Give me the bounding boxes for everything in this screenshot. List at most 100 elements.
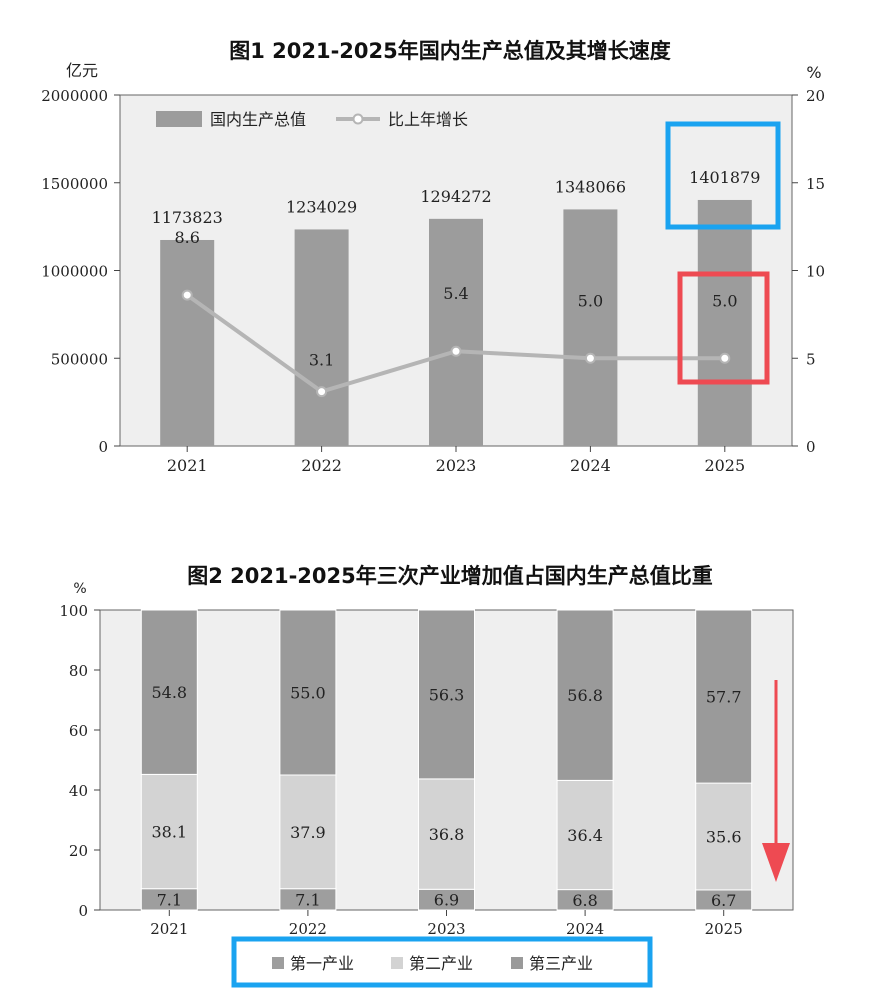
growth-point — [584, 352, 596, 364]
x-tick-label: 2024 — [570, 456, 611, 475]
axis-tick-label: 0 — [78, 902, 88, 920]
gdp-bar — [294, 229, 349, 446]
gdp-value-label: 1234029 — [286, 197, 357, 216]
gdp-value-label: 1348066 — [555, 177, 626, 196]
secondary-industry-segment — [556, 779, 614, 891]
segment-value-label: 6.8 — [572, 891, 597, 910]
growth-point — [316, 386, 328, 398]
growth-value-label: 5.4 — [443, 284, 468, 303]
legend-primary-label: 第一产业 — [290, 954, 354, 973]
secondary-industry-segment — [140, 773, 198, 890]
segment-value-label: 36.4 — [567, 826, 603, 845]
segment-value-label: 56.8 — [567, 686, 603, 705]
gdp-value-label: 1294272 — [420, 187, 491, 206]
legend-gdp-swatch — [156, 111, 202, 127]
gdp-value-label: 1401879 — [689, 168, 760, 187]
chart1-right-axis-ticks: 0 5 10 15 20 — [792, 87, 825, 456]
legend-tertiary-swatch — [511, 957, 523, 969]
legend-growth-marker — [352, 113, 364, 125]
chart1-y2label: % — [806, 63, 821, 82]
axis-tick-label: 80 — [69, 662, 88, 680]
tertiary-industry-segment — [279, 609, 337, 776]
legend-growth-label: 比上年增长 — [388, 110, 468, 129]
chart2-title: 图2 2021-2025年三次产业增加值占国内生产总值比重 — [187, 564, 713, 588]
axis-tick-label: 20 — [69, 842, 88, 860]
axis-tick-label: 40 — [69, 782, 88, 800]
left-axis-tick-label: 0 — [98, 438, 108, 456]
segment-value-label: 6.7 — [711, 891, 736, 910]
x-tick-label: 2022 — [289, 920, 327, 938]
legend-tertiary-label: 第三产业 — [529, 954, 593, 973]
tertiary-industry-segment — [695, 609, 753, 784]
x-tick-label: 2021 — [167, 456, 208, 475]
segment-value-label: 7.1 — [157, 890, 182, 909]
right-axis-tick-label: 20 — [806, 87, 825, 105]
x-tick-label: 2022 — [301, 456, 342, 475]
right-axis-tick-label: 15 — [806, 175, 825, 193]
gdp-bar — [697, 199, 752, 446]
right-axis-tick-label: 0 — [806, 438, 816, 456]
axis-tick-label: 100 — [59, 602, 88, 620]
x-tick-label: 2021 — [150, 920, 188, 938]
secondary-industry-segment — [418, 778, 475, 890]
chart2-legend: 第一产业 第二产业 第三产业 — [231, 936, 653, 988]
chart1-legend: 国内生产总值 比上年增长 — [156, 110, 468, 129]
legend-gdp-label: 国内生产总值 — [210, 110, 306, 129]
secondary-industry-segment — [695, 782, 753, 891]
left-axis-tick-label: 1500000 — [41, 175, 108, 193]
segment-value-label: 37.9 — [290, 823, 326, 842]
tertiary-industry-segment — [556, 609, 614, 781]
chart1-x-labels: 2021 2022 2023 2024 2025 — [167, 446, 745, 475]
left-axis-tick-label: 2000000 — [41, 87, 108, 105]
segment-value-label: 36.8 — [429, 825, 465, 844]
x-tick-label: 2025 — [704, 456, 745, 475]
segment-value-label: 56.3 — [429, 685, 465, 704]
growth-point — [719, 352, 731, 364]
segment-value-label: 57.7 — [706, 688, 742, 707]
highlight-box-blue-gdp-2025 — [665, 121, 781, 230]
chart1-left-axis-ticks: 0 500000 1000000 1500000 2000000 — [41, 87, 120, 456]
chart1-title: 图1 2021-2025年国内生产总值及其增长速度 — [229, 39, 671, 63]
red-down-arrow — [762, 680, 790, 882]
x-tick-label: 2024 — [566, 920, 604, 938]
growth-value-label: 3.1 — [309, 351, 334, 370]
chart2: 图2 2021-2025年三次产业增加值占国内生产总值比重 % 0 20 40 60 8… — [59, 564, 794, 988]
legend-primary-swatch — [272, 957, 284, 969]
growth-point — [181, 289, 193, 301]
highlight-box-red-growth-2025 — [677, 271, 770, 385]
chart2-ylabel: % — [73, 581, 86, 597]
chart1-ylabel: 亿元 — [66, 61, 98, 80]
growth-value-label: 5.0 — [712, 291, 737, 310]
chart1-bars: 1173823 1234029 1294272 1348066 1401879 — [152, 168, 760, 446]
growth-point — [450, 345, 462, 357]
right-axis-tick-label: 5 — [806, 350, 816, 368]
legend-secondary-label: 第二产业 — [409, 954, 473, 973]
segment-value-label: 54.8 — [151, 683, 187, 702]
tertiary-industry-segment — [418, 609, 475, 780]
gdp-bar — [563, 209, 618, 446]
chart1-growth-line: 8.6 3.1 5.4 5.0 5.0 — [174, 228, 738, 398]
segment-value-label: 6.9 — [434, 891, 459, 910]
highlight-box-blue-legend — [231, 936, 653, 988]
axis-tick-label: 60 — [69, 722, 88, 740]
x-tick-label: 2023 — [436, 456, 477, 475]
x-tick-label: 2023 — [427, 920, 465, 938]
growth-value-label: 5.0 — [578, 291, 603, 310]
legend-secondary-swatch — [391, 957, 403, 969]
growth-value-label: 8.6 — [174, 228, 199, 247]
chart1: 图1 2021-2025年国内生产总值及其增长速度 亿元 % 0 500000 10… — [41, 39, 825, 475]
segment-value-label: 38.1 — [151, 823, 187, 842]
segment-value-label: 7.1 — [295, 890, 320, 909]
right-axis-tick-label: 10 — [806, 263, 825, 281]
segment-value-label: 35.6 — [706, 828, 742, 847]
gdp-value-label: 1173823 — [152, 208, 223, 227]
gdp-bar — [160, 239, 215, 446]
segment-value-label: 55.0 — [290, 684, 326, 703]
chart2-x-labels: 2021 2022 2023 2024 2025 — [150, 910, 743, 938]
left-axis-tick-label: 500000 — [51, 350, 108, 368]
chart2-stacked-bars: 7.1 38.1 54.8 7.1 37.9 55.0 6.9 36.8 56.3 6.8 36.4… — [140, 609, 753, 911]
chart2-axis-ticks: 0 20 40 60 80 100 — [59, 602, 100, 920]
gdp-bar — [429, 218, 483, 446]
